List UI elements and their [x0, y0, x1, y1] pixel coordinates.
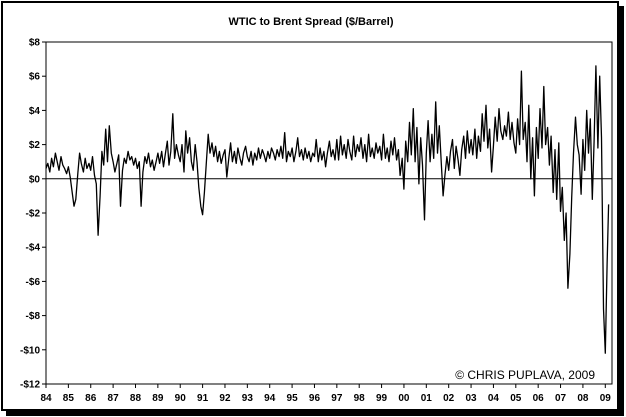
x-tick-label: 06	[533, 393, 545, 404]
x-axis: 84 85 86 87 88 89 90 91 92 93 94 95 96 97 98 99 00 01 02 03…	[40, 384, 611, 404]
x-tick-label: 93	[242, 393, 254, 404]
y-tick-label: -$12	[20, 380, 40, 391]
x-tick-label: 90	[175, 393, 187, 404]
x-tick-label: 03	[465, 393, 477, 404]
x-tick-label: 07	[555, 393, 567, 404]
x-tick-label: 08	[577, 393, 589, 404]
x-tick-label: 86	[85, 393, 97, 404]
x-tick-label: 85	[63, 393, 75, 404]
y-tick-label: -$8	[26, 311, 41, 322]
x-tick-label: 95	[287, 393, 299, 404]
x-tick-label: 97	[331, 393, 343, 404]
x-tick-label: 04	[488, 393, 500, 404]
x-tick-label: 09	[600, 393, 612, 404]
y-tick-label: $6	[29, 72, 41, 83]
y-axis: $8 $6 $4 $2 $0 -$2 -$4 -$6 -$8 -$10 -$12	[20, 38, 46, 391]
x-tick-label: 96	[309, 393, 321, 404]
y-tick-label: -$2	[26, 209, 41, 220]
x-tick-label: 01	[421, 393, 433, 404]
x-tick-label: 94	[264, 393, 276, 404]
y-tick-label: $2	[29, 140, 41, 151]
plot-area	[45, 41, 613, 385]
y-tick-label: -$6	[26, 277, 41, 288]
x-tick-label: 92	[219, 393, 231, 404]
y-tick-label: -$10	[20, 345, 40, 356]
y-tick-label: $0	[29, 174, 41, 185]
x-tick-label: 87	[108, 393, 120, 404]
x-tick-label: 05	[510, 393, 522, 404]
x-tick-label: 00	[398, 393, 410, 404]
x-tick-label: 89	[152, 393, 164, 404]
y-tick-label: $8	[29, 38, 41, 49]
x-tick-label: 99	[376, 393, 388, 404]
x-tick-label: 98	[354, 393, 366, 404]
x-tick-label: 84	[40, 393, 52, 404]
x-tick-label: 91	[197, 393, 209, 404]
chart-title: WTIC to Brent Spread ($/Barrel)	[228, 16, 393, 28]
y-tick-label: $4	[29, 106, 41, 117]
chart-frame	[1, 1, 619, 411]
y-tick-label: -$4	[26, 243, 41, 254]
copyright-notice: © CHRIS PUPLAVA, 2009	[455, 368, 595, 382]
series-line	[45, 65, 610, 354]
x-tick-label: 88	[130, 393, 142, 404]
x-tick-label: 02	[443, 393, 455, 404]
